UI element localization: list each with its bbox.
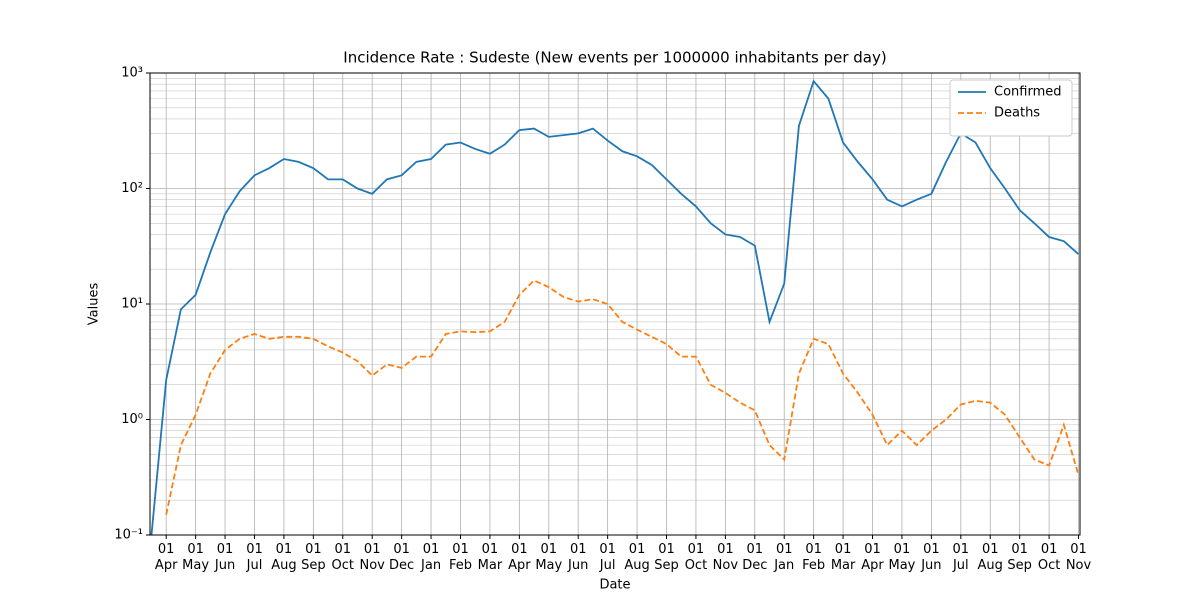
x-tick-label: 01 Oct (332, 542, 354, 573)
x-tick-label: 01 Jan (420, 542, 441, 573)
series-line (150, 79, 1080, 535)
x-tick-label: 01 Feb (802, 542, 825, 573)
x-tick-label: 01 Dec (742, 542, 767, 573)
x-tick-label: 01 Nov (360, 542, 386, 573)
series-line (165, 279, 1080, 515)
x-tick-label: 01 Jun (214, 542, 235, 573)
x-tick-label: 01 Sep (654, 542, 679, 573)
x-tick-label: 01 Apr (155, 542, 178, 573)
x-tick-label: 01 Aug (978, 542, 1003, 573)
x-tick-label: 01 May (182, 542, 209, 573)
x-tick-label: 01 Jun (567, 542, 588, 573)
x-tick-label: 01 Jul (246, 542, 263, 573)
x-tick-label: 01 Mar (478, 542, 503, 573)
chart-title: Incidence Rate : Sudeste (New events per… (343, 49, 886, 67)
x-tick-label: 01 Oct (685, 542, 707, 573)
x-tick-label: 01 Feb (449, 542, 472, 573)
x-tick-label: 01 Aug (271, 542, 296, 573)
x-tick-label: 01 Jul (599, 542, 616, 573)
y-tick-label: 10⁰ (121, 412, 143, 427)
plot-frame (149, 72, 1081, 536)
x-axis-label: Date (599, 578, 630, 593)
x-tick-label: 01 Oct (1038, 542, 1060, 573)
y-tick-label: 10⁻¹ (114, 528, 143, 543)
x-tick-label: 01 Apr (861, 542, 884, 573)
legend-label: Confirmed (994, 85, 1062, 100)
x-tick-label: 01 Sep (301, 542, 326, 573)
x-tick-label: 01 Jun (920, 542, 941, 573)
x-tick-label: 01 Nov (713, 542, 739, 573)
legend-label: Deaths (994, 106, 1040, 121)
legend-box (949, 79, 1073, 137)
x-tick-label: 01 Sep (1007, 542, 1032, 573)
x-tick-label: 01 Dec (389, 542, 414, 573)
x-tick-label: 01 Aug (624, 542, 649, 573)
y-tick-label: 10³ (121, 66, 143, 81)
y-axis-label: Values (87, 283, 102, 326)
x-tick-label: 01 May (535, 542, 562, 573)
x-tick-label: 01 Apr (508, 542, 531, 573)
y-tick-label: 10² (121, 181, 143, 196)
x-tick-label: 01 Nov (1066, 542, 1092, 573)
y-tick-label: 10¹ (121, 297, 143, 312)
x-tick-label: 01 Jul (952, 542, 969, 573)
x-tick-label: 01 Jan (773, 542, 794, 573)
x-tick-label: 01 May (889, 542, 916, 573)
x-tick-label: 01 Mar (831, 542, 856, 573)
